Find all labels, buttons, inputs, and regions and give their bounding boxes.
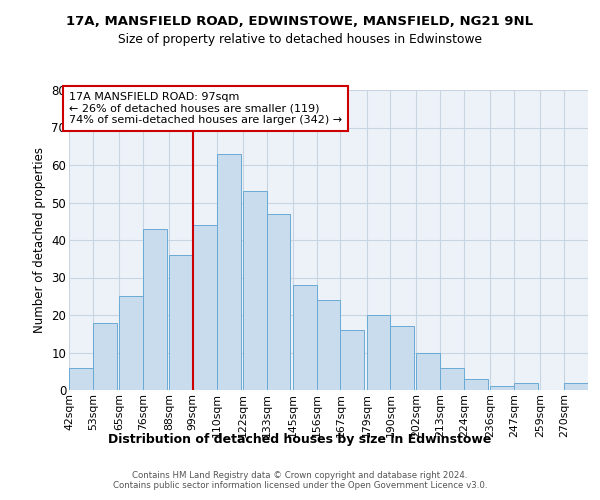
Bar [564,382,588,390]
Bar [266,214,290,390]
Text: Size of property relative to detached houses in Edwinstowe: Size of property relative to detached ho… [118,32,482,46]
Bar [119,296,143,390]
Bar [391,326,414,390]
Bar [440,368,464,390]
Bar [490,386,514,390]
Bar [416,352,440,390]
Bar [143,229,167,390]
Text: Contains HM Land Registry data © Crown copyright and database right 2024.
Contai: Contains HM Land Registry data © Crown c… [113,470,487,490]
Y-axis label: Number of detached properties: Number of detached properties [33,147,46,333]
Bar [169,255,193,390]
Bar [340,330,364,390]
Bar [93,322,117,390]
Bar [243,191,266,390]
Bar [217,154,241,390]
Bar [317,300,340,390]
Bar [514,382,538,390]
Bar [293,285,317,390]
Bar [464,379,488,390]
Text: 17A, MANSFIELD ROAD, EDWINSTOWE, MANSFIELD, NG21 9NL: 17A, MANSFIELD ROAD, EDWINSTOWE, MANSFIE… [67,15,533,28]
Bar [367,315,391,390]
Bar [193,225,217,390]
Text: 17A MANSFIELD ROAD: 97sqm
← 26% of detached houses are smaller (119)
74% of semi: 17A MANSFIELD ROAD: 97sqm ← 26% of detac… [69,92,342,125]
Bar [69,368,93,390]
Text: Distribution of detached houses by size in Edwinstowe: Distribution of detached houses by size … [109,432,491,446]
